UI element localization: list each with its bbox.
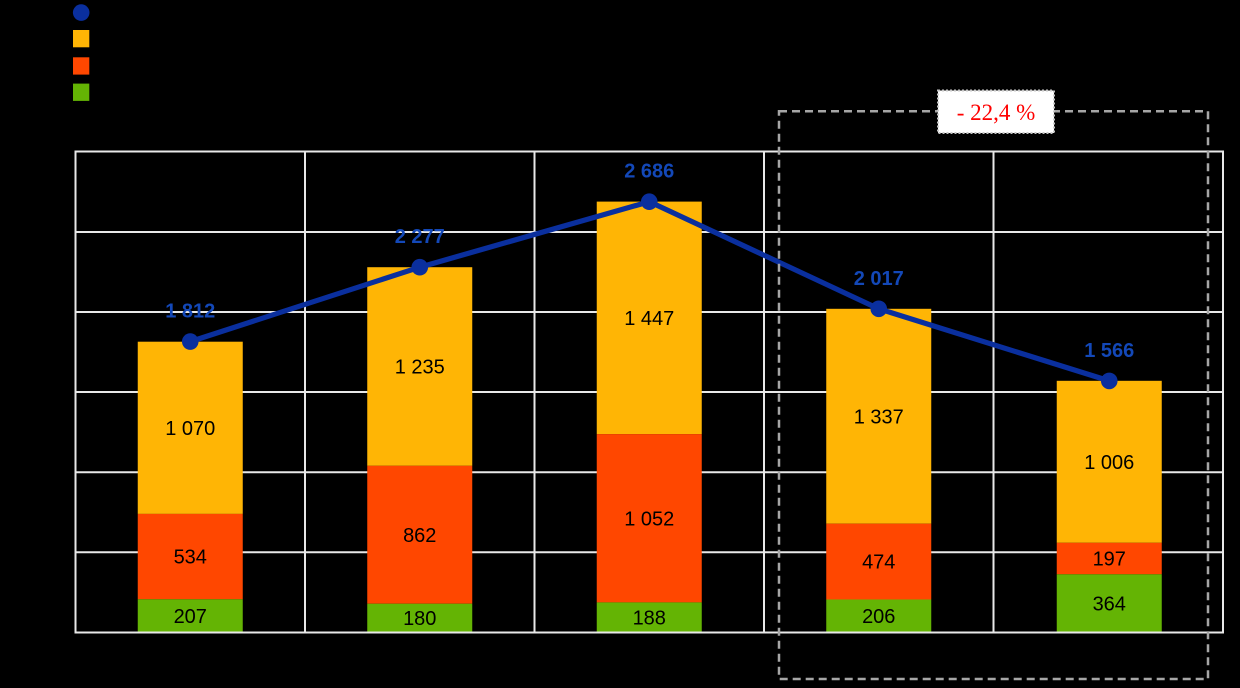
svg-text:207: 207 xyxy=(174,606,207,628)
svg-text:188: 188 xyxy=(633,608,666,630)
svg-text:2 277: 2 277 xyxy=(395,226,445,248)
svg-text:862: 862 xyxy=(403,525,436,547)
svg-text:474: 474 xyxy=(862,552,895,574)
svg-text:1 566: 1 566 xyxy=(1084,340,1134,362)
svg-text:1 235: 1 235 xyxy=(395,357,445,379)
svg-text:534: 534 xyxy=(174,547,207,569)
svg-text:1 006: 1 006 xyxy=(1084,452,1134,474)
svg-text:1 052: 1 052 xyxy=(624,508,674,530)
svg-text:1 070: 1 070 xyxy=(165,418,215,440)
svg-text:- 22,4 %: - 22,4 % xyxy=(957,100,1036,125)
svg-text:1 447: 1 447 xyxy=(624,308,674,330)
svg-text:197: 197 xyxy=(1093,549,1126,571)
svg-text:1 337: 1 337 xyxy=(854,406,904,428)
svg-text:1 812: 1 812 xyxy=(165,301,215,323)
svg-text:180: 180 xyxy=(403,608,436,630)
svg-text:206: 206 xyxy=(862,606,895,628)
svg-text:2 686: 2 686 xyxy=(624,161,674,183)
svg-text:2 017: 2 017 xyxy=(854,268,904,290)
svg-text:364: 364 xyxy=(1093,593,1126,615)
